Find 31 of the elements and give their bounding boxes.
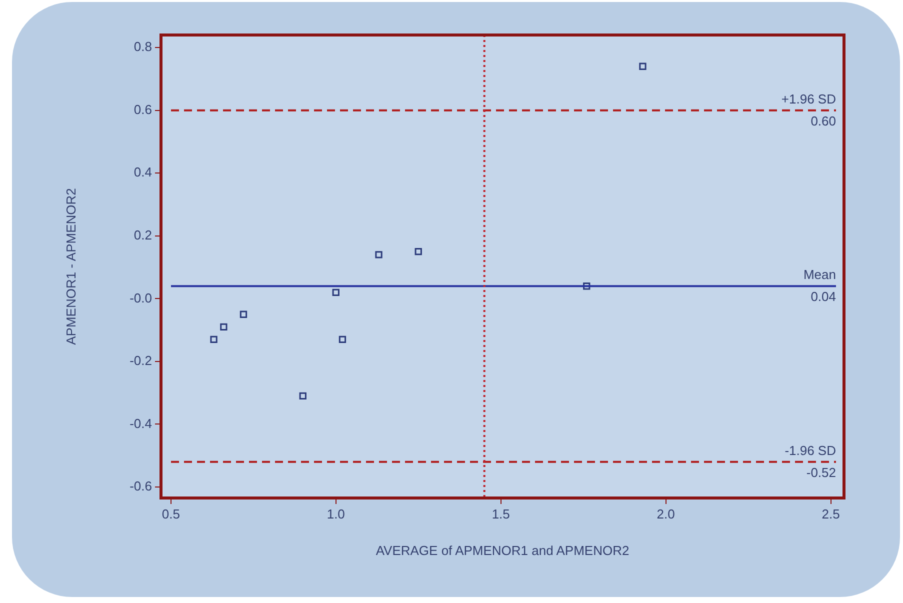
- annotation: 0.04: [810, 289, 836, 304]
- ref-line-label: +1.96 SD: [781, 91, 836, 106]
- y-tick-label: 0.2: [134, 227, 152, 242]
- y-axis-title: APMENOR1 - APMENOR2: [63, 188, 78, 345]
- x-tick-label: 0.5: [162, 506, 180, 522]
- point: [332, 288, 340, 296]
- point: [299, 392, 306, 400]
- annotation: 0.60: [810, 113, 836, 128]
- x-tick-label: 2.5: [822, 506, 840, 522]
- point: [220, 323, 228, 331]
- y-tick-label: -0.6: [130, 478, 152, 494]
- y-tick-label: -0.4: [130, 416, 152, 431]
- point: [414, 248, 422, 256]
- y-tick-label: -0.2: [130, 353, 152, 368]
- y-tick-label: 0.6: [134, 102, 152, 117]
- ref-line-label: Mean: [803, 267, 836, 282]
- y-tick-label: -0.0: [130, 290, 152, 306]
- point: [338, 336, 346, 344]
- point: [210, 336, 218, 344]
- point: [375, 251, 382, 258]
- point: [240, 310, 248, 318]
- y-tick-label: 0.8: [134, 39, 152, 54]
- x-tick-label: 1.0: [326, 506, 345, 522]
- ref-line-label: -1.96 SD: [784, 442, 836, 458]
- point: [583, 282, 590, 290]
- annotation: -0.52: [806, 464, 836, 480]
- point: [639, 62, 646, 70]
- y-tick-label: 0.4: [134, 164, 152, 180]
- x-tick-label: 2.0: [656, 506, 675, 522]
- x-tick-label: 1.5: [492, 506, 510, 522]
- x-axis-title: AVERAGE of APMENOR1 and APMENOR2: [376, 542, 630, 558]
